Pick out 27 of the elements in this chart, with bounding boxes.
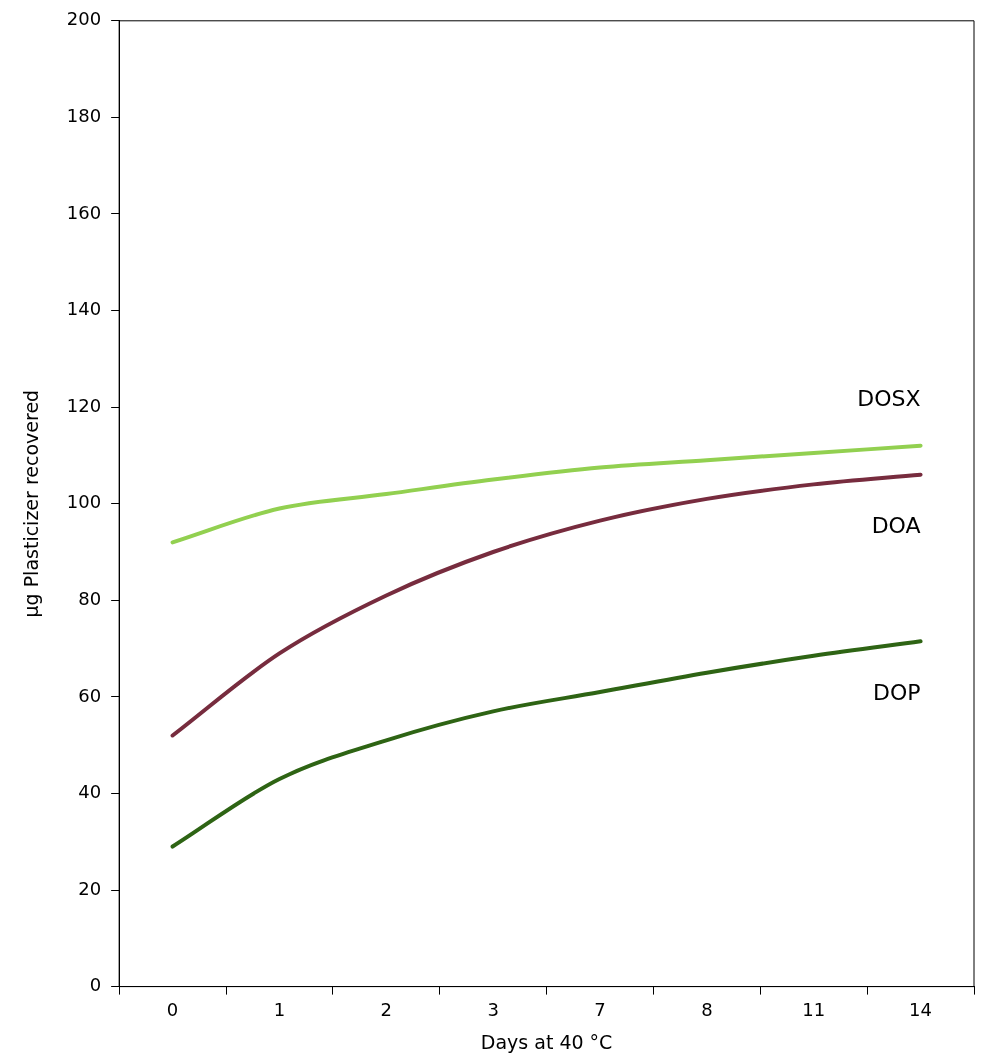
x-tick-label: 0 <box>166 999 179 1021</box>
x-tick-label: 14 <box>909 999 933 1021</box>
y-tick-label: 60 <box>78 684 102 706</box>
y-tick-label: 100 <box>66 491 102 513</box>
y-tick-label: 0 <box>89 974 102 996</box>
x-axis-title: Days at 40 °C <box>480 1030 613 1053</box>
y-tick-label: 200 <box>66 8 102 30</box>
y-tick-label: 180 <box>66 105 102 127</box>
x-tick-label: 2 <box>380 999 393 1021</box>
y-tick-label: 40 <box>78 781 102 803</box>
y-axis-title: µg Plasticizer recovered <box>20 389 43 618</box>
line-series <box>170 472 923 738</box>
x-tick-label: 3 <box>487 999 499 1021</box>
x-tick-label: 7 <box>594 999 606 1021</box>
y-tick-label: 120 <box>66 394 102 416</box>
line-series <box>170 639 923 849</box>
line-series <box>170 443 923 545</box>
x-tick-label: 8 <box>701 999 713 1021</box>
series-label: DOP <box>873 680 921 706</box>
y-tick-label: 140 <box>66 298 102 320</box>
y-tick-label: 160 <box>66 201 102 223</box>
series-label: DOSX <box>857 386 921 412</box>
y-tick-label: 80 <box>78 587 102 609</box>
series-label: DOA <box>871 513 921 539</box>
y-tick-label: 20 <box>78 877 102 899</box>
x-tick-label: 1 <box>273 999 286 1021</box>
x-tick-label: 11 <box>802 999 826 1021</box>
